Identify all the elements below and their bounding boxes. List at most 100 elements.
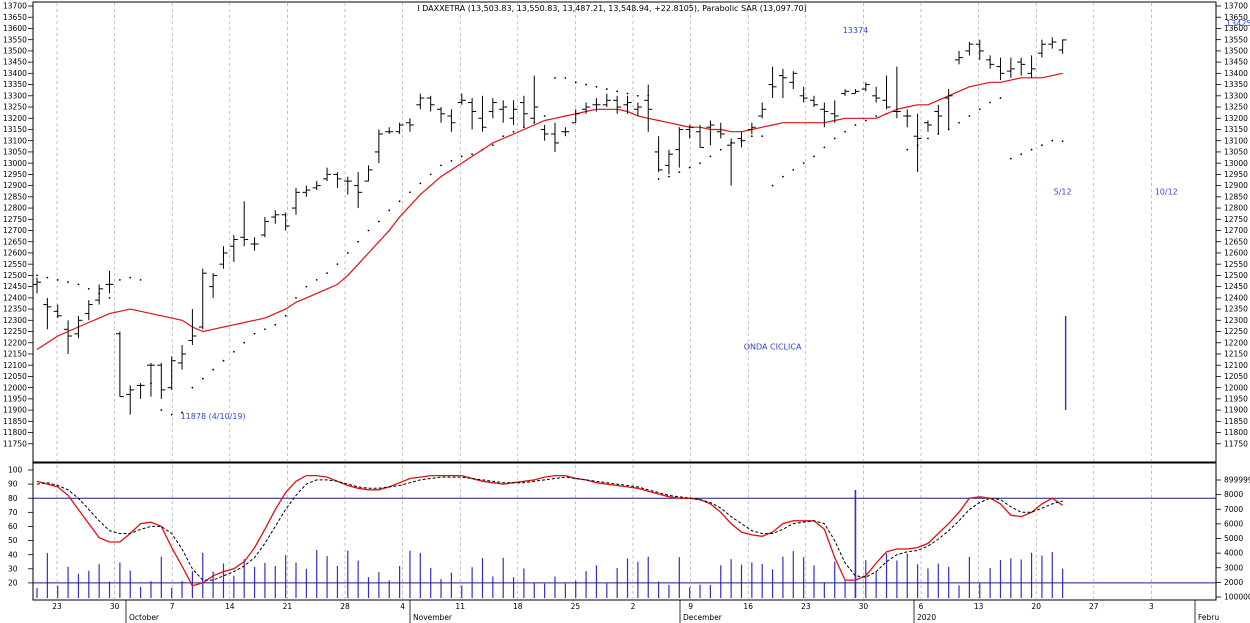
- y-tick-label: 12500: [3, 271, 27, 280]
- ohlc-bar: [292, 187, 300, 215]
- ohlc-bar: [240, 201, 249, 247]
- ohlc-bar: [1006, 57, 1015, 78]
- osc-tick-label: 90: [8, 480, 18, 489]
- y-tick-label: 13100: [1224, 136, 1248, 145]
- y-tick-label: 13150: [1224, 125, 1248, 134]
- sar-dot: [823, 146, 826, 149]
- sar-dot: [554, 76, 556, 79]
- y-tick-label: 12850: [3, 192, 27, 201]
- sar-dot: [1020, 153, 1023, 156]
- sar-dot: [336, 263, 339, 266]
- sar-dot: [543, 115, 546, 117]
- sar-dot: [699, 162, 701, 165]
- y-tick-label: 13350: [3, 80, 27, 89]
- ohlc-bar: [167, 356, 176, 390]
- ohlc-bar: [747, 122, 756, 134]
- y-tick-label: 13050: [1224, 148, 1248, 157]
- ohlc-bar: [405, 118, 414, 132]
- sar-dot: [595, 85, 598, 88]
- ohlc-bar: [551, 122, 559, 152]
- ohlc-bar: [561, 127, 570, 137]
- ohlc-bar: [33, 277, 41, 294]
- ohlc-bar: [789, 71, 798, 90]
- y-tick-label: 12550: [3, 260, 27, 269]
- sar-dot: [958, 121, 960, 124]
- ohlc-bar: [447, 109, 456, 132]
- y-tick-label: 12550: [1224, 260, 1248, 269]
- ohlc-bar: [115, 331, 124, 398]
- volume-tick-label: 4000: [1224, 549, 1243, 558]
- sar-dot: [243, 341, 246, 344]
- ohlc-bar: [727, 138, 736, 186]
- ohlc-bar: [675, 127, 684, 168]
- ohlc-bar: [64, 320, 73, 354]
- ohlc-bar: [664, 149, 673, 175]
- ohlc-bar: [1048, 37, 1057, 49]
- annotation-label: 13374: [843, 26, 868, 35]
- sar-dot: [170, 413, 173, 416]
- y-tick-label: 12900: [3, 181, 27, 190]
- sar-dot: [854, 124, 857, 126]
- ohlc-bar: [478, 95, 487, 132]
- sar-dot: [67, 281, 69, 284]
- y-tick-label: 13500: [1224, 47, 1248, 56]
- y-tick-label: 12200: [3, 338, 27, 347]
- osc-tick-label: 60: [8, 522, 18, 531]
- y-tick-label: 12900: [1224, 181, 1248, 190]
- ohlc-bar: [312, 181, 321, 191]
- day-label: 3: [1149, 602, 1154, 611]
- sar-dot: [626, 92, 629, 95]
- y-tick-label: 13500: [3, 47, 27, 56]
- ohlc-bar: [385, 127, 394, 134]
- y-tick-label: 13000: [1224, 159, 1248, 168]
- sar-dot: [326, 272, 328, 275]
- sar-dot: [833, 137, 836, 140]
- volume-tick-label: 1000000: [1224, 593, 1250, 602]
- oscillator-main-line: [36, 474, 1063, 587]
- y-tick-label: 12400: [3, 293, 27, 302]
- ohlc-bar: [633, 102, 642, 117]
- ohlc-bar: [861, 82, 870, 92]
- y-tick-label: 12100: [1224, 361, 1248, 370]
- sar-dot: [429, 173, 432, 176]
- annotation-label: 13425: [1226, 19, 1250, 28]
- sar-dot: [191, 386, 194, 389]
- ohlc-bar: [913, 113, 922, 173]
- osc-tick-label: 50: [8, 536, 18, 545]
- month-label: December: [683, 613, 723, 622]
- ohlc-bar: [416, 93, 425, 110]
- sar-dot: [87, 287, 90, 290]
- sar-dot: [471, 153, 474, 156]
- volume-bars: [36, 490, 1064, 598]
- y-tick-label: 12250: [1224, 327, 1248, 336]
- sar-dot: [927, 137, 929, 140]
- oscillator-panel: [32, 462, 1217, 601]
- y-tick-label: 12400: [1224, 293, 1248, 302]
- ohlc-bar: [229, 234, 238, 262]
- ohlc-bar: [1017, 57, 1026, 76]
- sar-dot: [688, 166, 691, 169]
- ohlc-bar: [457, 93, 466, 105]
- sar-dot: [906, 148, 909, 151]
- y-tick-label: 13400: [3, 69, 27, 78]
- day-label: 6: [919, 602, 924, 611]
- sar-dot: [253, 332, 256, 335]
- day-label: 23: [52, 602, 62, 611]
- annotation-label: ONDA CICLICA: [744, 342, 802, 351]
- ohlc-bar: [654, 136, 663, 173]
- y-tick-label: 13600: [1224, 24, 1248, 33]
- sar-dot: [398, 200, 401, 203]
- sar-dot: [605, 88, 608, 90]
- ohlc-bar: [778, 68, 787, 99]
- y-tick-label: 11850: [1224, 417, 1248, 426]
- sar-dot: [989, 101, 992, 104]
- day-label: 30: [110, 602, 120, 611]
- ohlc-bar: [178, 344, 187, 370]
- sar-dot: [419, 182, 422, 185]
- y-tick-label: 12500: [1224, 271, 1248, 280]
- ohlc-bar: [354, 172, 363, 209]
- ohlc-bar: [820, 102, 829, 128]
- ohlc-bar: [519, 95, 528, 128]
- sar-dot: [284, 314, 287, 317]
- sar-dot: [201, 377, 204, 380]
